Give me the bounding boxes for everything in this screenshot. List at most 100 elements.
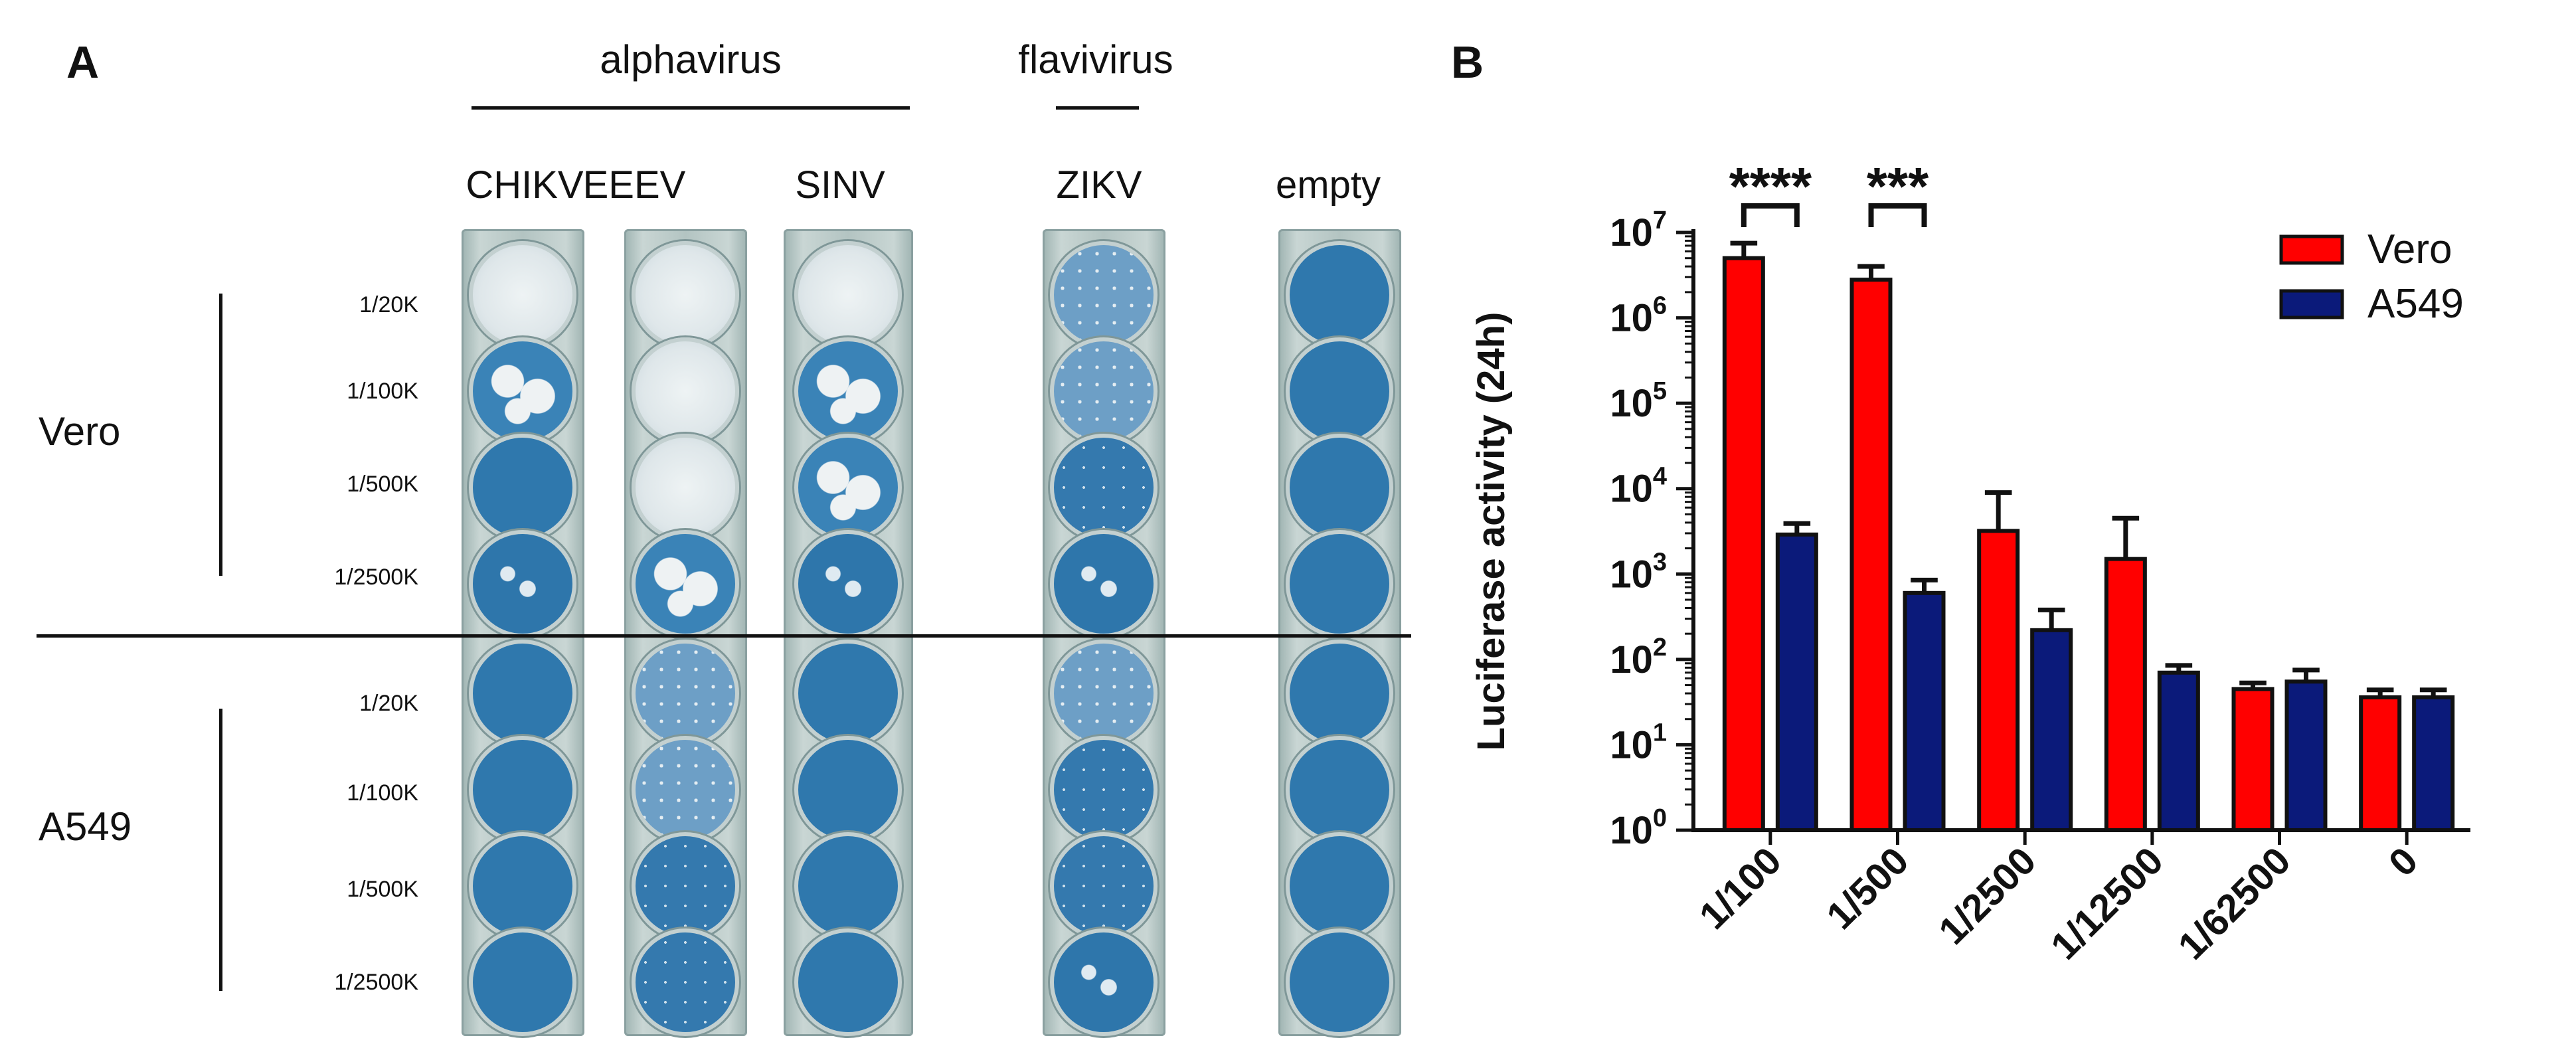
well-strip-sinv (784, 229, 913, 1036)
x-tick-label: 1/62500 (2170, 839, 2298, 968)
plaque-well (1050, 337, 1158, 445)
cell-line-divider (37, 634, 1411, 638)
plaque-well (469, 640, 576, 747)
group-label-flavivirus: flavivirus (1018, 37, 1173, 82)
y-tick-label: 107 (1610, 207, 1667, 254)
plaque-well (632, 736, 739, 843)
legend-label-a549: A549 (2367, 281, 2464, 327)
bar-vero (1722, 256, 1765, 832)
plaque-well (632, 434, 739, 541)
plaque-well (794, 530, 902, 638)
x-tick-label: 1/12500 (2043, 839, 2172, 968)
plaque-well (632, 530, 739, 638)
plaque-well (469, 928, 576, 1036)
bar-a549 (2157, 670, 2200, 833)
plaque-well (1050, 241, 1158, 349)
dilution-label: 1/500K (347, 472, 418, 497)
legend-label-vero: Vero (2367, 226, 2452, 272)
significance-label: **** (1729, 157, 1812, 216)
well-strip-empty (1278, 229, 1401, 1036)
bar-vero (1849, 278, 1893, 832)
group-label-alphavirus: alphavirus (600, 37, 782, 82)
dilution-label: 1/500K (347, 877, 418, 902)
bar-a549 (1903, 590, 1946, 833)
y-tick-label: 101 (1610, 719, 1667, 766)
plaque-well (1050, 640, 1158, 747)
plaque-well (794, 736, 902, 843)
x-tick-label: 0 (2381, 839, 2427, 885)
significance-bracket (1868, 203, 1927, 227)
plaque-well (469, 434, 576, 541)
well-strip-zikv (1043, 229, 1165, 1036)
column-label-empty: empty (1276, 163, 1381, 207)
dilution-label: 1/20K (359, 691, 418, 716)
plaque-well (1286, 640, 1393, 747)
plaque-well (1286, 928, 1393, 1036)
plaque-well (469, 241, 576, 349)
column-label-sinv: SINV (795, 163, 885, 207)
well-strip-chikv (462, 229, 584, 1036)
dilution-label: 1/2500K (334, 565, 418, 590)
dilution-label: 1/100K (347, 379, 418, 404)
group-line-alphavirus (472, 106, 910, 110)
bar-a549 (2412, 695, 2455, 833)
vero-bracket (219, 294, 222, 576)
plaque-well (469, 530, 576, 638)
legend-swatch-vero (2279, 234, 2344, 265)
bar-a549 (1775, 532, 1818, 832)
dilution-label: 1/2500K (334, 970, 418, 995)
plaque-well (1286, 434, 1393, 541)
group-line-flavivirus (1056, 106, 1139, 110)
bar-vero (1977, 529, 2020, 832)
plaque-well (794, 241, 902, 349)
plaque-well (1050, 928, 1158, 1036)
bar-vero (2104, 557, 2147, 832)
y-tick-label: 102 (1610, 634, 1667, 681)
plaque-well (1050, 530, 1158, 638)
y-tick-label: 103 (1610, 548, 1667, 596)
a549-bracket (219, 709, 222, 991)
plaque-well (794, 832, 902, 940)
luciferase-bar-chart: Luciferase activity (24h) 100 101 102 103 104… (1470, 157, 2470, 968)
plaque-well (632, 928, 739, 1036)
significance-bracket (1741, 203, 1800, 227)
bar-a549 (2030, 628, 2073, 832)
plaque-well (1286, 337, 1393, 445)
plaque-well (794, 640, 902, 747)
y-axis-label: Luciferase activity (24h) (1470, 312, 1513, 751)
cell-line-label-a549: A549 (39, 804, 132, 849)
panel-b-label: B (1451, 37, 1484, 88)
plaque-well (632, 241, 739, 349)
column-label-chikv: CHIKV (466, 163, 584, 207)
y-tick-label: 100 (1610, 804, 1667, 852)
bar-vero (2359, 695, 2402, 833)
dilution-label: 1/20K (359, 292, 418, 317)
x-tick-label: 1/2500 (1931, 839, 2044, 952)
plaque-well (469, 832, 576, 940)
plaque-well (794, 928, 902, 1036)
x-tick-label: 1/500 (1818, 839, 1917, 938)
bar-vero (2231, 687, 2275, 832)
plaque-well (794, 337, 902, 445)
plaque-well (632, 337, 739, 445)
plaque-well (469, 736, 576, 843)
x-tick-label: 1/100 (1691, 839, 1790, 938)
panel-a-label: A (66, 37, 100, 88)
column-label-eeev: EEEV (582, 163, 686, 207)
dilution-label: 1/100K (347, 780, 418, 806)
y-tick-label: 104 (1610, 463, 1667, 511)
bar-a549 (2284, 679, 2328, 832)
cell-line-label-vero: Vero (39, 409, 121, 454)
plaque-well (1050, 736, 1158, 843)
legend-swatch-a549 (2279, 289, 2344, 319)
plaque-well (1286, 736, 1393, 843)
plaque-well (632, 832, 739, 940)
y-tick-label: 106 (1610, 292, 1667, 340)
well-strip-eeev (624, 229, 747, 1036)
plaque-well (1050, 434, 1158, 541)
y-tick-label: 105 (1610, 377, 1667, 425)
plaque-well (1286, 832, 1393, 940)
plaque-well (1050, 832, 1158, 940)
significance-label: *** (1867, 157, 1929, 216)
column-label-zikv: ZIKV (1056, 163, 1142, 207)
